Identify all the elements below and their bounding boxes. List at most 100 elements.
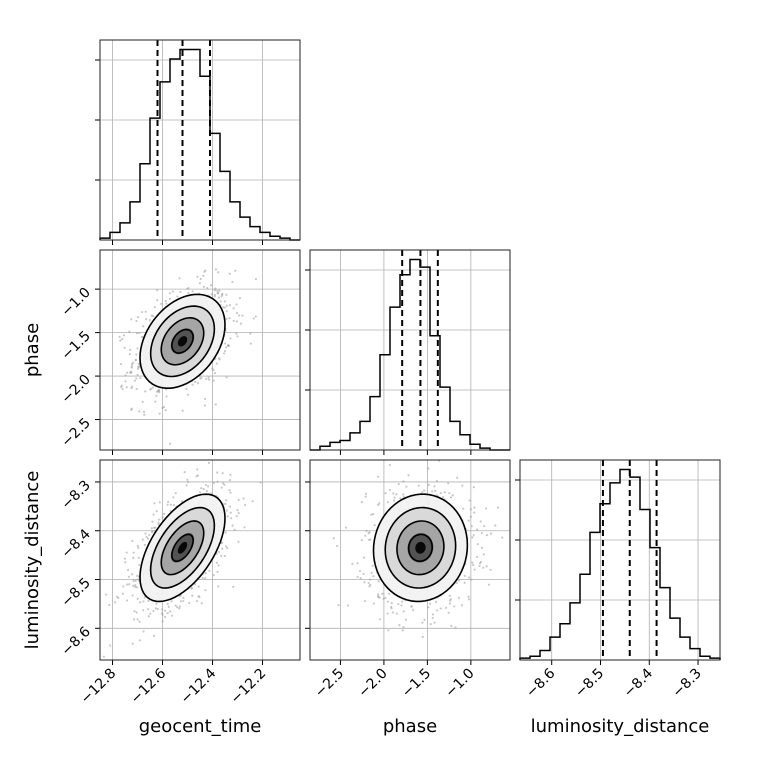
sample-point — [142, 410, 146, 413]
sample-point — [168, 297, 171, 300]
sample-point — [483, 525, 486, 528]
sample-point — [165, 395, 168, 398]
sample-point — [144, 390, 147, 393]
sample-point — [119, 362, 123, 366]
sample-point — [137, 578, 140, 581]
sample-point — [370, 571, 373, 575]
sample-point — [118, 335, 121, 338]
contour-0 — [407, 533, 433, 563]
sample-point — [443, 491, 446, 494]
sample-point — [226, 546, 229, 550]
sample-point — [129, 348, 132, 351]
panel-frame — [99, 459, 301, 661]
sample-point — [358, 569, 362, 573]
sample-point — [332, 537, 335, 540]
sample-point — [168, 292, 171, 295]
sample-point — [126, 371, 129, 374]
sample-point — [172, 503, 176, 507]
sample-point — [155, 394, 158, 397]
sample-point — [259, 481, 262, 484]
sample-point — [202, 285, 206, 288]
sample-point — [356, 575, 359, 579]
sample-point — [232, 307, 235, 310]
sample-point — [108, 603, 111, 607]
sample-point — [427, 483, 430, 487]
sample-point — [157, 523, 160, 526]
sample-point — [223, 554, 227, 558]
sample-point — [204, 589, 207, 592]
sample-point — [218, 457, 220, 459]
sample-point — [444, 606, 448, 609]
sample-point — [216, 291, 220, 295]
histogram-phase — [310, 258, 510, 451]
sample-point — [243, 503, 247, 506]
sample-point — [198, 282, 201, 285]
sample-point — [124, 561, 127, 564]
sample-point — [450, 624, 453, 628]
sample-point — [109, 644, 112, 647]
sample-point — [224, 545, 228, 548]
sample-point — [501, 536, 504, 539]
sample-point — [237, 498, 240, 501]
sample-point — [454, 626, 457, 629]
sample-point — [136, 367, 139, 370]
sample-point — [470, 578, 473, 581]
sample-point — [405, 485, 408, 488]
sample-point — [453, 605, 456, 608]
sample-point — [132, 618, 136, 621]
sample-point — [235, 311, 239, 315]
sample-point — [130, 318, 133, 321]
sample-point — [187, 291, 190, 295]
sample-point — [138, 639, 141, 642]
sample-point — [131, 642, 134, 645]
sample-point — [167, 500, 170, 503]
sample-point — [150, 527, 153, 530]
sample-point — [119, 339, 122, 342]
sample-point — [151, 520, 154, 523]
sample-point — [429, 602, 432, 605]
sample-point — [337, 604, 340, 607]
sample-point — [237, 540, 240, 543]
sample-point — [401, 629, 404, 632]
sample-point — [423, 618, 426, 621]
x-tick-label-phase: −1.0 — [442, 666, 477, 701]
panel-content — [310, 460, 510, 660]
sample-point — [475, 528, 479, 531]
sample-point — [135, 377, 138, 380]
sample-point — [135, 319, 138, 323]
sample-point — [450, 496, 453, 499]
sample-point — [217, 585, 220, 588]
sample-point — [123, 346, 126, 349]
sample-point — [364, 495, 367, 498]
sample-point — [401, 600, 404, 603]
sample-point — [386, 612, 389, 615]
sample-point — [130, 573, 134, 576]
contour-2 — [149, 506, 216, 589]
sample-point — [221, 547, 224, 550]
sample-point — [243, 526, 246, 529]
sample-point — [228, 489, 231, 492]
sample-point — [208, 569, 211, 572]
sample-point — [134, 584, 137, 587]
sample-point — [402, 626, 405, 629]
panel-frame — [99, 39, 301, 241]
x-axis-label-geocent_time: geocent_time — [139, 716, 262, 737]
sample-point — [203, 404, 207, 407]
sample-point — [135, 387, 138, 391]
sample-point — [154, 400, 157, 403]
sample-point — [232, 319, 235, 322]
sample-point — [152, 609, 155, 613]
sample-point — [473, 568, 476, 571]
sample-point — [236, 508, 239, 512]
sample-point — [151, 530, 154, 533]
sample-point — [178, 607, 181, 610]
x-tick-label-phase: −2.5 — [312, 666, 347, 701]
sample-point — [122, 585, 125, 588]
sample-point — [186, 393, 190, 396]
sample-point — [214, 268, 218, 271]
sample-point — [378, 502, 381, 505]
sample-point — [186, 287, 189, 290]
sample-point — [447, 611, 450, 614]
sample-point — [200, 602, 203, 605]
sample-point — [223, 306, 227, 309]
